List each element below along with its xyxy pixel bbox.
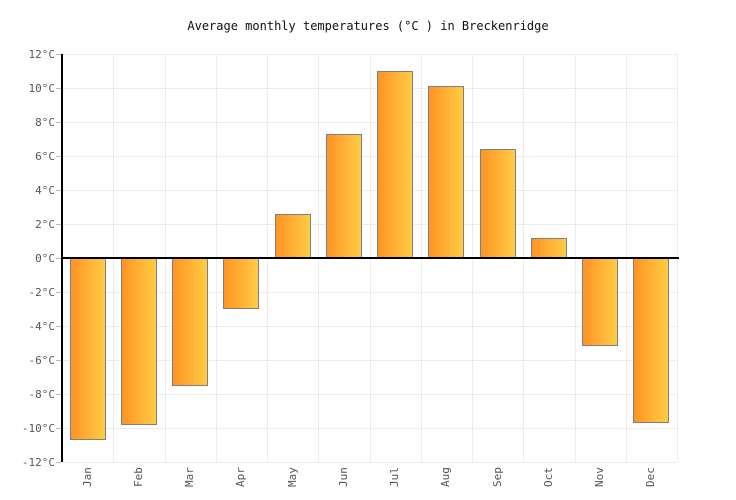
x-axis-month-label: Oct bbox=[541, 467, 555, 487]
zero-baseline bbox=[62, 257, 679, 259]
y-axis-tick-label: 2°C bbox=[35, 217, 55, 231]
temperature-bar bbox=[325, 133, 362, 258]
x-axis-month-label: Dec bbox=[644, 467, 658, 487]
y-axis-tick-label: -4°C bbox=[28, 319, 56, 333]
y-axis-tick-label: 10°C bbox=[28, 81, 56, 95]
y-axis-line bbox=[61, 54, 63, 462]
y-axis-tick bbox=[56, 462, 61, 463]
temperature-bar bbox=[582, 258, 619, 347]
x-axis-month-label: Jul bbox=[388, 467, 402, 487]
y-axis-tick-label: 6°C bbox=[35, 149, 55, 163]
y-axis-tick bbox=[56, 54, 61, 55]
temperature-bar bbox=[172, 258, 209, 386]
y-axis-tick bbox=[56, 326, 61, 327]
y-axis-tick bbox=[56, 224, 61, 225]
y-axis-tick-label: 0°C bbox=[35, 251, 55, 265]
x-axis-month-label: Apr bbox=[234, 467, 248, 487]
y-axis-tick bbox=[56, 156, 61, 157]
x-axis-month-label: Aug bbox=[439, 467, 453, 487]
y-axis-tick-label: -2°C bbox=[28, 285, 56, 299]
y-axis-tick bbox=[56, 122, 61, 123]
y-axis-tick bbox=[56, 394, 61, 395]
temperature-bar bbox=[274, 213, 311, 258]
y-axis-tick-label: 8°C bbox=[35, 115, 55, 129]
temperature-bar bbox=[428, 86, 465, 258]
temperature-bar bbox=[530, 237, 567, 258]
y-axis-tick-label: -10°C bbox=[21, 421, 55, 435]
y-axis-tick bbox=[56, 360, 61, 361]
x-axis-month-label: Sep bbox=[490, 467, 504, 487]
y-axis-tick-label: 4°C bbox=[35, 183, 55, 197]
x-axis-month-label: Mar bbox=[183, 467, 197, 487]
y-axis-tick-label: -8°C bbox=[28, 387, 56, 401]
x-axis-month-label: Nov bbox=[593, 467, 607, 487]
h-gridline bbox=[62, 462, 677, 463]
y-axis-tick bbox=[56, 428, 61, 429]
y-axis-tick-label: -12°C bbox=[21, 455, 55, 469]
y-axis-tick bbox=[56, 190, 61, 191]
y-axis-tick-label: -6°C bbox=[28, 353, 56, 367]
y-axis-tick-label: 12°C bbox=[28, 47, 56, 61]
temperature-bar bbox=[633, 258, 670, 423]
y-axis-tick bbox=[56, 258, 61, 259]
x-axis-month-label: May bbox=[285, 467, 299, 487]
chart-title: Average monthly temperatures (°C ) in Br… bbox=[187, 19, 549, 33]
y-axis-tick bbox=[56, 88, 61, 89]
x-axis-month-label: Jun bbox=[336, 467, 350, 487]
temperature-bar bbox=[69, 258, 106, 440]
temperature-bar bbox=[479, 149, 516, 258]
temperature-bar bbox=[223, 258, 260, 309]
x-axis-month-label: Feb bbox=[131, 467, 145, 487]
y-axis-tick bbox=[56, 292, 61, 293]
temperature-bar bbox=[377, 71, 414, 258]
x-axis-month-label: Jan bbox=[80, 467, 94, 487]
temperature-bar bbox=[120, 258, 157, 425]
